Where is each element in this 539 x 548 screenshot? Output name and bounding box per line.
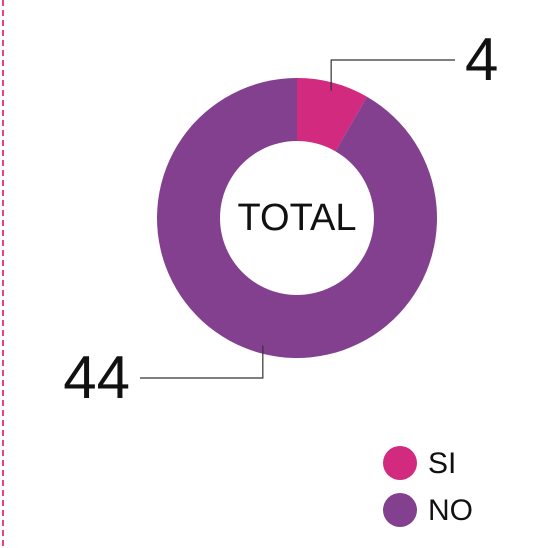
legend-label: NO [428, 494, 473, 527]
value-label: 4 [465, 26, 498, 93]
leader-line [330, 59, 455, 91]
legend-swatch [383, 446, 417, 480]
legend-swatch [383, 493, 417, 527]
legend-label: SI [428, 447, 456, 480]
leader-line [140, 345, 264, 379]
donut-segment [297, 78, 367, 152]
donut-segment [156, 78, 437, 358]
value-label: 44 [63, 344, 130, 411]
center-label: TOTAL [238, 197, 357, 239]
